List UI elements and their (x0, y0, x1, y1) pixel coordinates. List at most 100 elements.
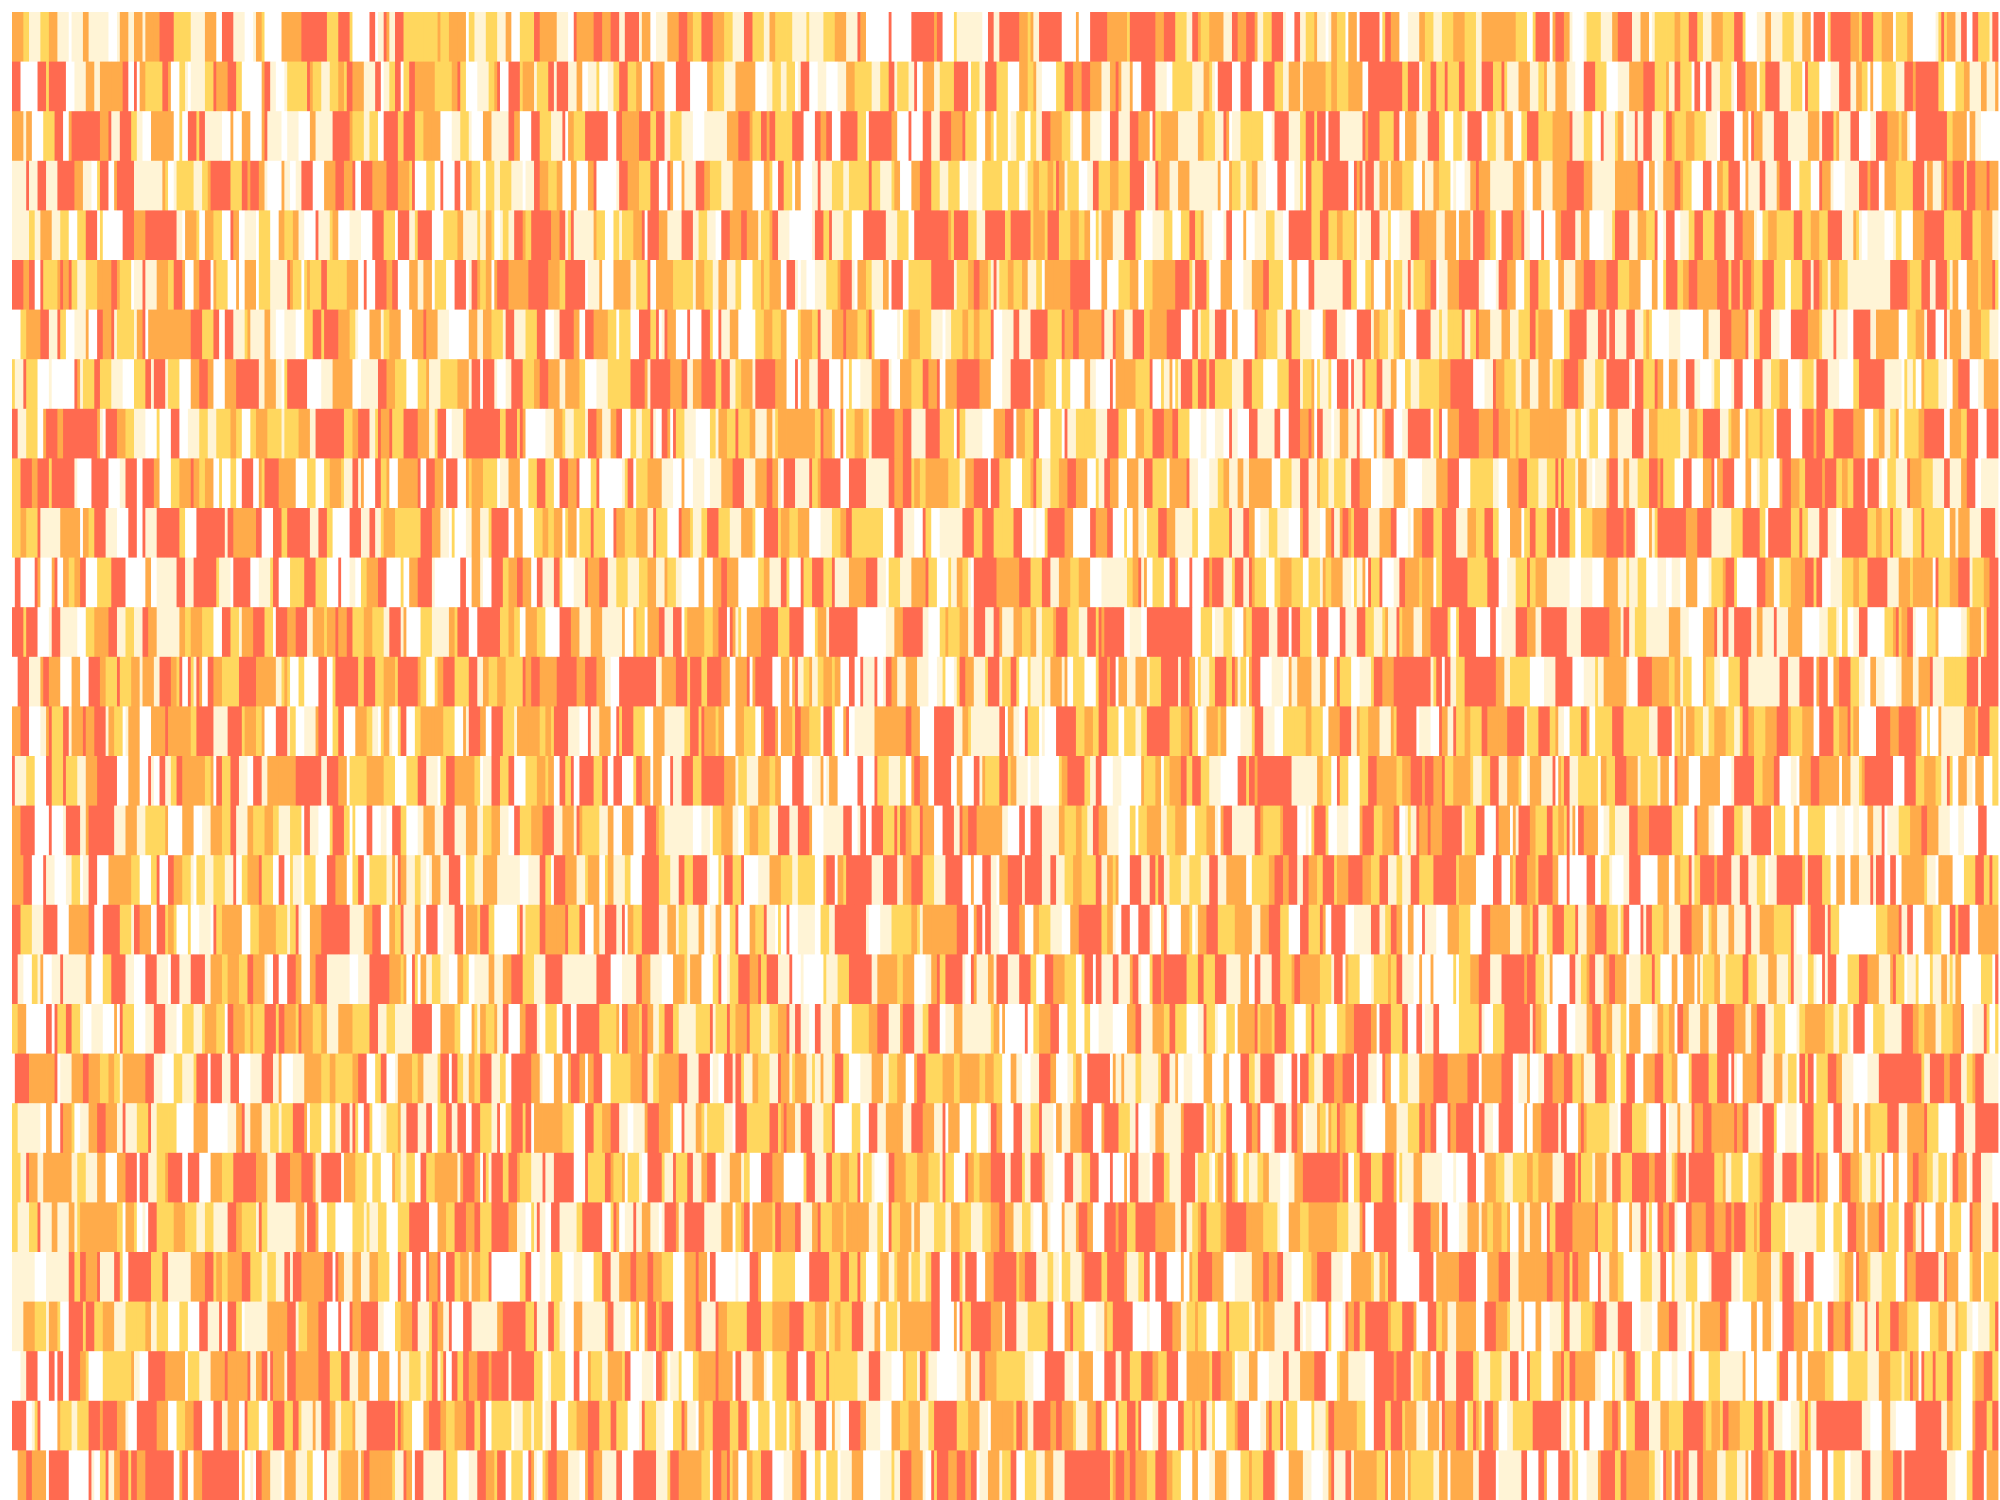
heatmap-cell (1932, 160, 1942, 211)
heatmap-cell (701, 508, 708, 558)
heatmap-cell (724, 756, 736, 806)
heatmap-cell (874, 210, 878, 261)
heatmap-cell (1393, 309, 1400, 360)
heatmap-cell (68, 260, 72, 310)
heatmap-cell (1819, 656, 1829, 707)
heatmap-cell (673, 607, 682, 658)
heatmap-cell (587, 557, 600, 608)
heatmap-cell (914, 210, 926, 261)
heatmap-cell (74, 408, 87, 459)
heatmap-cell (812, 210, 816, 261)
heatmap-cell (1626, 309, 1636, 360)
heatmap-cell (298, 805, 302, 856)
heatmap-cell (173, 111, 180, 162)
heatmap-cell (1422, 160, 1426, 211)
heatmap-cell (352, 408, 359, 459)
heatmap-cell (877, 458, 890, 509)
heatmap-cell (1056, 508, 1065, 558)
heatmap-cell (412, 408, 419, 459)
heatmap-cell (190, 706, 197, 757)
heatmap-cell (718, 706, 725, 757)
heatmap-cell (1600, 12, 1613, 62)
heatmap-cell (1850, 111, 1860, 162)
heatmap-cell (1507, 458, 1519, 509)
heatmap-cell (485, 210, 492, 261)
heatmap-cell (559, 557, 563, 608)
heatmap-cell (1427, 805, 1431, 856)
heatmap-cell (1614, 656, 1627, 707)
heatmap-cell (1739, 260, 1744, 310)
heatmap-cell (1748, 160, 1761, 211)
heatmap-cell (922, 855, 935, 906)
heatmap-cell (1101, 309, 1105, 360)
heatmap-cell (1504, 359, 1517, 410)
heatmap-cell (653, 855, 660, 906)
heatmap-cell (1802, 607, 1809, 658)
heatmap-cell (1039, 160, 1048, 211)
heatmap-cell (1992, 260, 1996, 310)
heatmap-cell (624, 855, 631, 906)
heatmap-cell (1373, 656, 1383, 707)
heatmap-cell (65, 855, 72, 906)
heatmap-cell (1146, 656, 1151, 707)
heatmap-cell (114, 756, 118, 806)
heatmap-cell (1858, 111, 1871, 162)
heatmap-cell (1322, 160, 1332, 211)
heatmap-cell (1822, 309, 1834, 360)
heatmap-cell (888, 61, 895, 112)
heatmap-cell (1966, 160, 1976, 211)
heatmap-cell (85, 706, 95, 757)
heatmap-cell (556, 61, 569, 112)
heatmap-cell (928, 706, 935, 757)
heatmap-cell (1214, 359, 1222, 410)
heatmap-cell (1952, 359, 1959, 410)
heatmap-cell (1217, 706, 1222, 757)
heatmap-cell (1558, 260, 1565, 310)
heatmap-cell (85, 607, 95, 658)
heatmap-cell (993, 260, 997, 310)
heatmap-cell (755, 458, 768, 509)
heatmap-cell (26, 359, 38, 410)
heatmap-cell (585, 359, 597, 410)
heatmap-cell (1623, 607, 1630, 658)
heatmap-cell (403, 408, 413, 459)
heatmap-cell (681, 458, 685, 509)
heatmap-cell (630, 656, 637, 707)
heatmap-cell (468, 656, 478, 707)
heatmap-cell (1141, 756, 1145, 806)
heatmap-cell (1694, 805, 1698, 856)
heatmap-cell (559, 210, 566, 261)
heatmap-cell (517, 408, 521, 459)
heatmap-cell (406, 855, 416, 906)
heatmap-cell (1002, 309, 1006, 360)
heatmap-cell (1033, 61, 1037, 112)
heatmap-cell (1263, 706, 1275, 757)
heatmap-cell (284, 210, 294, 261)
heatmap-cell (1430, 309, 1440, 360)
heatmap-cell (778, 706, 782, 757)
heatmap-cell (1033, 210, 1040, 261)
heatmap-cell (1268, 508, 1278, 558)
heatmap-cell (1058, 160, 1065, 211)
heatmap-cell (1989, 12, 1993, 62)
heatmap-cell (914, 61, 918, 112)
heatmap-cell (1802, 12, 1812, 62)
heatmap-cell (1663, 210, 1667, 261)
heatmap-cell (122, 557, 126, 608)
heatmap-cell (1464, 706, 1471, 757)
heatmap-cell (1197, 359, 1207, 410)
heatmap-cell (1090, 756, 1097, 806)
heatmap-cell (1464, 111, 1468, 162)
heatmap-cell (1748, 408, 1761, 459)
heatmap-cell (1041, 706, 1046, 757)
heatmap-cell (1458, 260, 1468, 310)
heatmap-cell (1175, 260, 1187, 310)
heatmap-cell (1081, 61, 1085, 112)
heatmap-cell (423, 111, 433, 162)
heatmap-cell (809, 656, 813, 707)
heatmap-cell (888, 756, 901, 806)
heatmap-cell (434, 805, 444, 856)
heatmap-cell (241, 458, 254, 509)
heatmap-cell (1487, 111, 1497, 162)
heatmap-cell (1118, 408, 1128, 459)
